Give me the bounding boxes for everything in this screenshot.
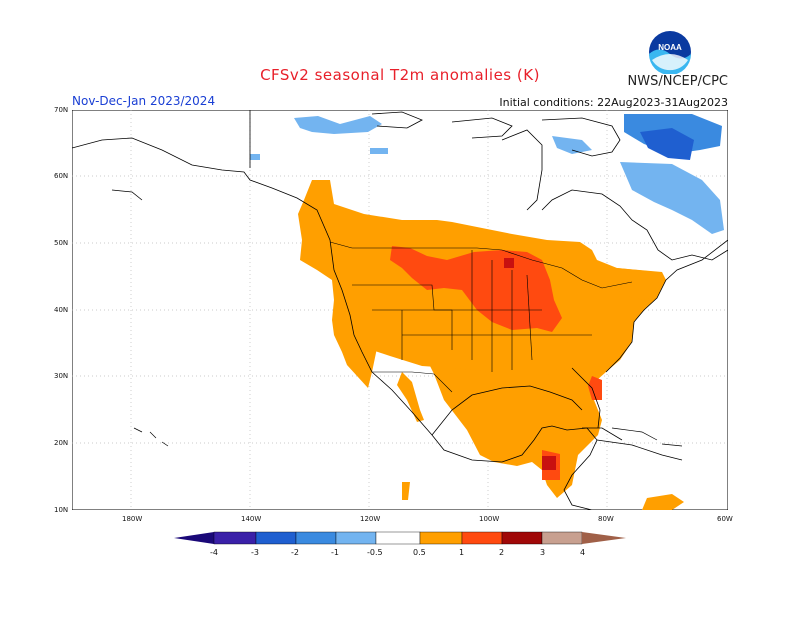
colorbar-label-neg2: -2 (291, 548, 299, 557)
lat-label-70n: 70N (54, 106, 69, 114)
colorbar-segment-neg2 (295, 531, 337, 545)
colorbar-neg-end-arrow (174, 532, 214, 544)
colorbar-label-pos2: 2 (499, 548, 505, 557)
color-scale (174, 531, 626, 545)
colorbar-segment-neutral (375, 531, 421, 545)
lon-label-140w: 140W (241, 515, 262, 523)
anomaly-map (72, 110, 728, 510)
colorbar-label-neg3: -3 (251, 548, 259, 557)
lon-label-120w: 120W (360, 515, 381, 523)
anomaly-shading-darkblue (640, 128, 694, 160)
colorbar-label-pos4: 4 (580, 548, 586, 557)
lon-label-60w: 60W (717, 515, 733, 523)
logo-text: NOAA (658, 43, 682, 52)
coastlines (72, 110, 728, 510)
agency-label: NWS/NCEP/CPC (627, 74, 728, 89)
islands (133, 427, 683, 447)
colorbar-label-neg4: -4 (210, 548, 218, 557)
anomaly-shading-darkred (504, 258, 556, 470)
lat-label-60n: 60N (54, 172, 69, 180)
political-borders (329, 241, 633, 393)
lon-label-80w: 80W (598, 515, 614, 523)
colorbar-segment-neg1 (335, 531, 377, 545)
colorbar-segment-pos05 (419, 531, 463, 545)
colorbar-pos-end-arrow (582, 532, 626, 544)
colorbar-segment-pos3 (541, 531, 583, 545)
forecast-period: Nov-Dec-Jan 2023/2024 (72, 94, 216, 108)
lat-label-10n: 10N (54, 506, 69, 514)
map-title: CFSv2 seasonal T2m anomalies (K) (260, 66, 540, 84)
initial-conditions: Initial conditions: 22Aug2023-31Aug2023 (499, 96, 728, 109)
colorbar-segment-neg3 (255, 531, 297, 545)
lat-label-40n: 40N (54, 306, 69, 314)
colorbar-segment-pos2 (501, 531, 543, 545)
lat-label-20n: 20N (54, 439, 69, 447)
colorbar-segment-pos1 (461, 531, 503, 545)
colorbar-label-neg1: -1 (331, 548, 339, 557)
anomaly-shading-lightblue (250, 116, 724, 234)
lat-label-50n: 50N (54, 239, 69, 247)
colorbar-segment-neg4 (213, 531, 257, 545)
noaa-logo-icon: NOAA (649, 31, 691, 74)
lon-label-100w: 100W (479, 515, 500, 523)
colorbar-label-neg05: -0.5 (367, 548, 383, 557)
colorbar-label-pos3: 3 (540, 548, 546, 557)
colorbar-label-pos1: 1 (459, 548, 465, 557)
lon-label-180w: 180W (122, 515, 143, 523)
lat-label-30n: 30N (54, 372, 69, 380)
colorbar-label-pos05: 0.5 (413, 548, 426, 557)
